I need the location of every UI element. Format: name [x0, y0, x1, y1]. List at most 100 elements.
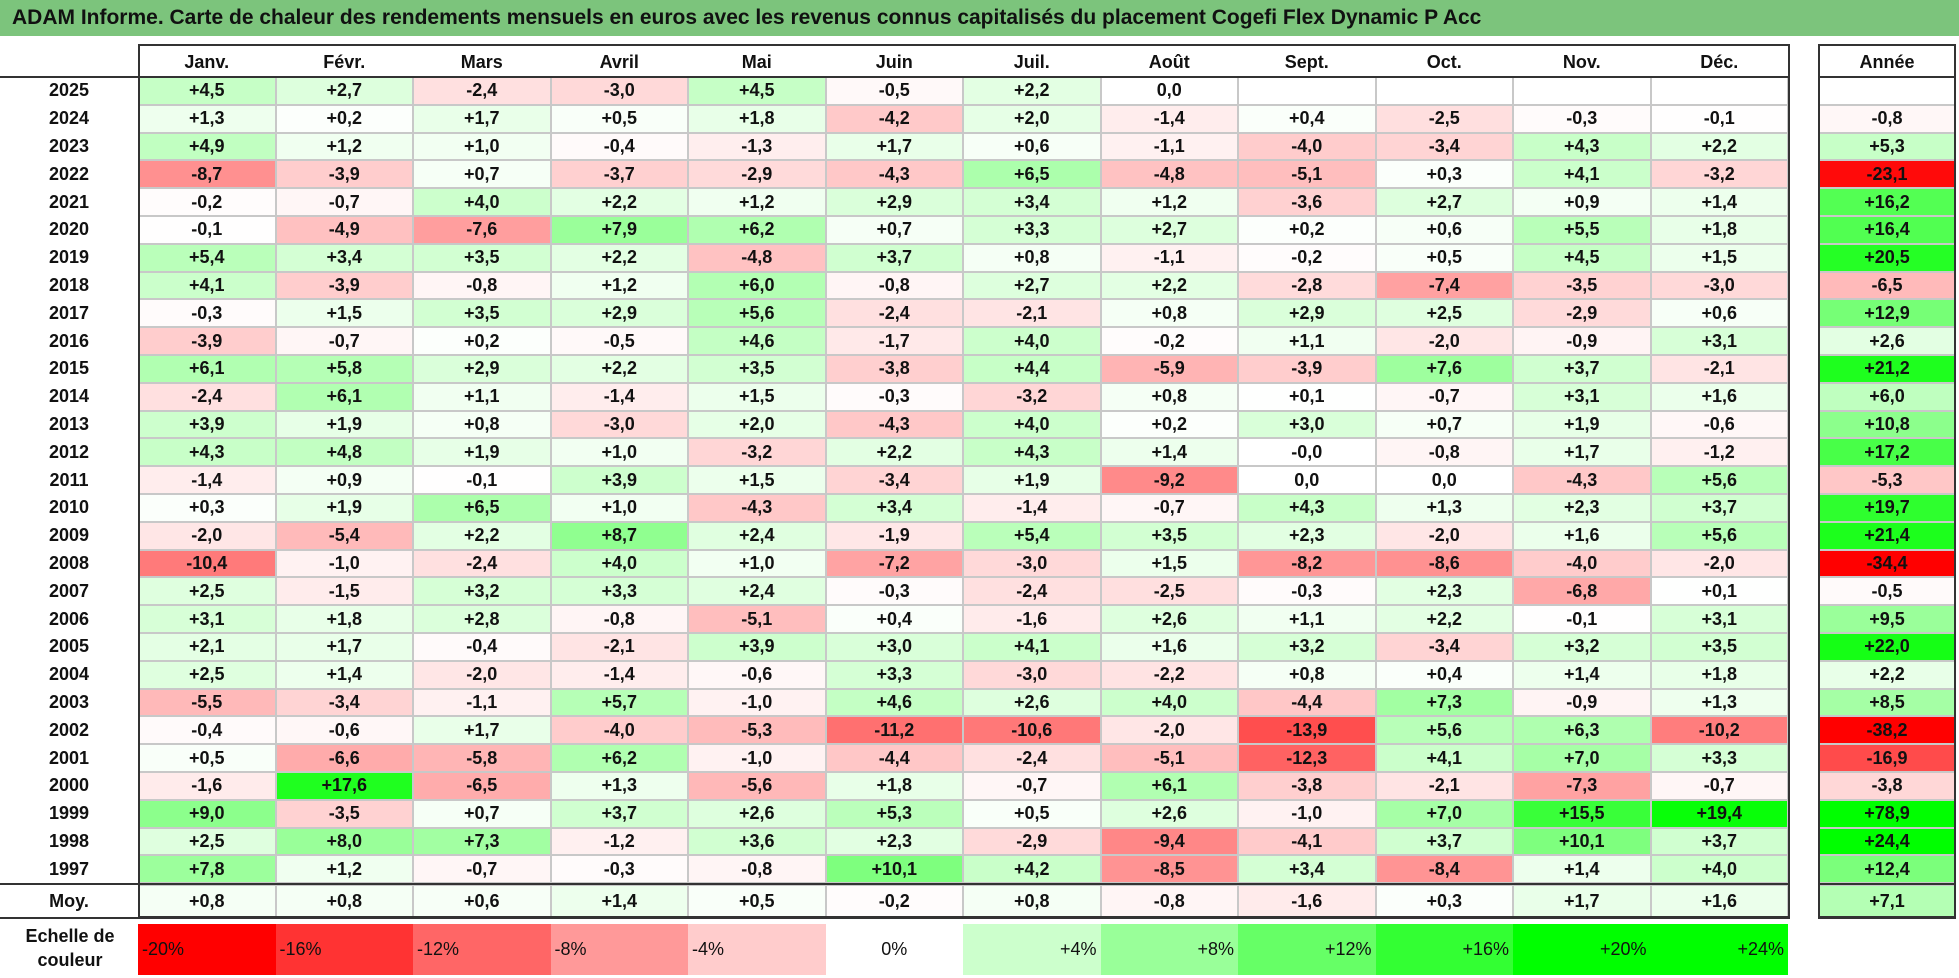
heatmap-cell: -2,5 — [1375, 104, 1513, 133]
heatmap-cell: -2,1 — [1650, 355, 1788, 383]
heatmap-cell: +6,0 — [688, 271, 826, 300]
year-column-header: Année — [1859, 51, 1915, 72]
year-label: 2002 — [48, 719, 90, 740]
heatmap-cell: -0,7 — [1375, 382, 1513, 411]
heatmap-cell: +1,2 — [688, 188, 826, 216]
heatmap-cell: -1,6 — [963, 605, 1101, 633]
heatmap-cell: +3,7 — [1513, 355, 1651, 383]
heatmap-cell: +4,3 — [138, 438, 276, 467]
year-label: 2022 — [48, 163, 90, 184]
heatmap-cell: +3,0 — [1238, 410, 1376, 439]
heatmap-cell: +0,4 — [1375, 660, 1513, 689]
heatmap-cell: +2,7 — [963, 271, 1101, 300]
heatmap-cell: -0,4 — [550, 132, 688, 161]
heatmap-cell: +2,6 — [1100, 605, 1238, 633]
color-scale-stop: 0% — [825, 924, 963, 975]
heatmap-cell: -3,2 — [963, 382, 1101, 411]
heatmap-cell: -8,7 — [138, 160, 276, 189]
heatmap-cell: +17,6 — [275, 772, 413, 800]
heatmap-cell: +1,7 — [275, 633, 413, 661]
heatmap-cell: -1,1 — [1100, 132, 1238, 161]
heatmap-cell: +3,7 — [550, 799, 688, 828]
heatmap-cell: 0,0 — [1375, 466, 1513, 494]
month-header: Janv. — [184, 51, 230, 72]
heatmap-cell — [1238, 77, 1376, 105]
heatmap-cell: -4,4 — [825, 744, 963, 772]
heatmap-cell: +1,3 — [138, 104, 276, 133]
heatmap-cell: -1,4 — [138, 466, 276, 494]
heatmap-cell: -0,3 — [825, 382, 963, 411]
heatmap-cell: -1,2 — [1650, 438, 1788, 467]
heatmap-cell: +0,8 — [963, 243, 1101, 272]
heatmap-cell: -2,8 — [1238, 271, 1376, 300]
average-cell: +0,8 — [275, 885, 413, 918]
heatmap-cell: -2,0 — [1650, 549, 1788, 578]
heatmap-cell: +2,6 — [1100, 799, 1238, 828]
heatmap-cell: -4,3 — [688, 494, 826, 522]
heatmap-cell: +5,3 — [825, 799, 963, 828]
heatmap-cell: +0,3 — [138, 494, 276, 522]
heatmap-cell: +1,3 — [550, 772, 688, 800]
heatmap-cell: +3,5 — [1650, 633, 1788, 661]
heatmap-cell: +2,1 — [138, 633, 276, 661]
year-label: 2013 — [48, 413, 90, 434]
annual-cell: -38,2 — [1818, 716, 1956, 745]
heatmap-cell: -0,1 — [138, 216, 276, 244]
heatmap-cell: +0,2 — [413, 327, 551, 355]
heatmap-cell: -3,0 — [550, 410, 688, 439]
heatmap-cell: +0,7 — [825, 216, 963, 244]
heatmap-cell: +0,9 — [275, 466, 413, 494]
annual-cell: +9,5 — [1818, 605, 1956, 633]
heatmap-cell: +2,6 — [963, 688, 1101, 717]
heatmap-cell: +0,1 — [1650, 577, 1788, 606]
year-label: 2000 — [48, 775, 90, 796]
heatmap-cell: +1,1 — [413, 382, 551, 411]
annual-cell: +21,4 — [1818, 521, 1956, 550]
heatmap-cell: -3,5 — [275, 799, 413, 828]
heatmap-cell: -4,3 — [1513, 466, 1651, 494]
heatmap-cell: -3,5 — [1513, 271, 1651, 300]
annual-cell: +5,3 — [1818, 132, 1956, 161]
heatmap-cell: -4,9 — [275, 216, 413, 244]
heatmap-cell — [1375, 77, 1513, 105]
month-header: Juin — [875, 51, 913, 72]
heatmap-cell: -0,7 — [1650, 772, 1788, 800]
heatmap-cell: -0,3 — [825, 577, 963, 606]
heatmap-cell: -3,9 — [138, 327, 276, 355]
heatmap-cell: -2,4 — [825, 299, 963, 328]
heatmap-cell: +3,3 — [1650, 744, 1788, 772]
average-cell: +0,3 — [1375, 885, 1513, 918]
heatmap-cell: -0,3 — [550, 855, 688, 884]
heatmap-cell: -1,0 — [688, 688, 826, 717]
heatmap-cell: +4,3 — [1513, 132, 1651, 161]
color-scale-stop: +4% — [963, 924, 1101, 975]
year-label: 2023 — [48, 135, 90, 156]
separator-line — [1818, 917, 1956, 920]
heatmap-cell: +1,6 — [1650, 382, 1788, 411]
heatmap-cell: -5,5 — [138, 688, 276, 717]
heatmap-cell: +4,4 — [963, 355, 1101, 383]
heatmap-cell: +2,3 — [825, 827, 963, 856]
heatmap-cell: -4,8 — [1100, 160, 1238, 189]
heatmap-cell: -0,7 — [963, 772, 1101, 800]
annual-cell: +19,7 — [1818, 494, 1956, 522]
heatmap-cell: +0,6 — [1375, 216, 1513, 244]
heatmap-cell: -0,3 — [1238, 577, 1376, 606]
heatmap-cell: -10,6 — [963, 716, 1101, 745]
heatmap-cell: -4,0 — [1513, 549, 1651, 578]
heatmap-cell: +2,7 — [275, 77, 413, 105]
heatmap-cell: +2,2 — [550, 188, 688, 216]
heatmap-cell: -3,6 — [1238, 188, 1376, 216]
heatmap-cell: -3,8 — [825, 355, 963, 383]
month-header: Févr. — [323, 51, 366, 72]
heatmap-cell: +0,6 — [1650, 299, 1788, 328]
heatmap-cell: +1,4 — [1513, 660, 1651, 689]
heatmap-cell: -2,2 — [1100, 660, 1238, 689]
heatmap-cell: +7,6 — [1375, 355, 1513, 383]
heatmap-cell: +4,5 — [138, 77, 276, 105]
heatmap-cell: +4,2 — [963, 855, 1101, 884]
color-scale-stop: -20% — [138, 924, 276, 975]
year-label: 2024 — [48, 108, 90, 129]
heatmap-cell: -10,4 — [138, 549, 276, 578]
annual-cell: +22,0 — [1818, 633, 1956, 661]
